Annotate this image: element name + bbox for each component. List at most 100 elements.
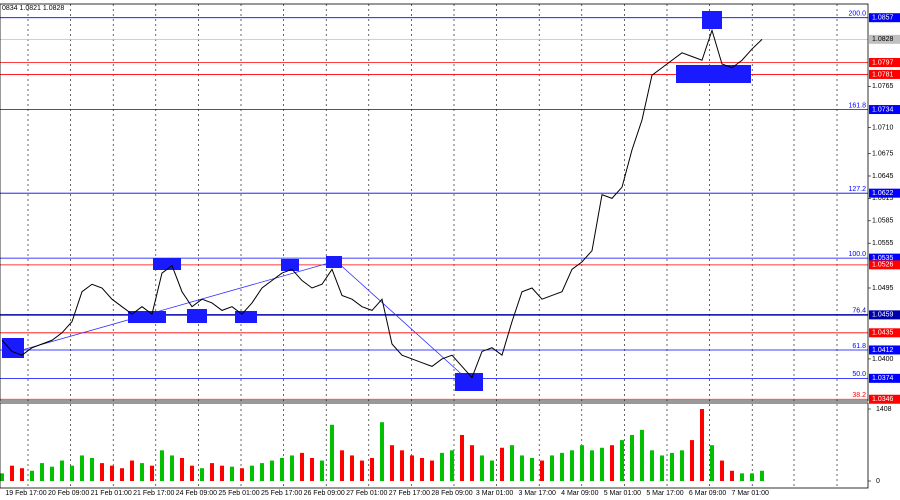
price-line: [1, 28, 763, 379]
marker-box: [153, 258, 181, 270]
x-tick-label: 24 Feb 09:00: [176, 490, 217, 497]
level-label-box: [869, 394, 900, 404]
x-tick-label: 20 Feb 09:00: [48, 490, 89, 497]
volume-bar: [560, 452, 564, 481]
axis-layer: 19 Feb 17:00 20 Feb 09:00 21 Feb 01:00 21 F…: [5, 11, 900, 497]
x-tick-label: 5 Mar 17:00: [646, 490, 683, 497]
level-label-box: [869, 57, 900, 67]
level-label: 1.0346: [872, 396, 894, 403]
volume-bar: [190, 465, 194, 481]
volume-bar: [220, 465, 224, 481]
level-label: 1.0781: [872, 71, 894, 78]
volume-bar: [270, 460, 274, 481]
volume-bar: [30, 470, 34, 481]
volume-bar: [690, 440, 694, 481]
volume-bar: [110, 465, 114, 481]
volume-bar: [280, 457, 284, 481]
level-label: 1.0734: [872, 106, 894, 113]
header-text: 0834 1.0821 1.0828: [2, 5, 64, 12]
level-label-box: [869, 310, 900, 320]
fib-label: 161.8: [848, 102, 866, 109]
marker-box: [281, 259, 299, 271]
volume-bar: [670, 452, 674, 481]
volume-bar: [360, 460, 364, 481]
volume-bar: [10, 465, 14, 481]
volume-bar: [210, 463, 214, 481]
level-label-box: [869, 69, 900, 79]
volume-bar: [50, 466, 54, 481]
volume-bar: [730, 470, 734, 481]
volume-bar: [260, 463, 264, 481]
x-tick-label: 21 Feb 17:00: [133, 490, 174, 497]
fib-label: 100.0: [848, 251, 866, 258]
volume-bar: [400, 450, 404, 481]
volume-bar: [710, 445, 714, 481]
volume-bar: [460, 434, 464, 481]
trend-line: [335, 260, 469, 381]
volume-bar: [550, 455, 554, 481]
level-label-box: [869, 328, 900, 338]
x-tick-label: 5 Mar 01:00: [604, 490, 641, 497]
volume-bar: [350, 455, 354, 481]
level-label: 1.0412: [872, 347, 894, 354]
x-tick-label: 19 Feb 17:00: [5, 490, 46, 497]
y-tick-label: 1.0400: [872, 356, 894, 363]
volume-bar: [630, 434, 634, 481]
volume-bar: [470, 445, 474, 481]
volume-bar: [240, 468, 244, 481]
x-tick-label: 4 Mar 09:00: [561, 490, 598, 497]
volume-bar: [410, 455, 414, 481]
level-label: 1.0374: [872, 375, 894, 382]
volume-bar: [70, 465, 74, 481]
volume-bar: [720, 460, 724, 481]
annotations: [2, 11, 751, 391]
volume-bar: [500, 447, 504, 481]
volume-bar: [140, 463, 144, 481]
level-label: 1.0535: [872, 255, 894, 262]
volume-bar: [430, 460, 434, 481]
volume-bar: [120, 468, 124, 481]
volume-bar: [150, 465, 154, 481]
level-label-box: [869, 13, 900, 23]
x-tick-label: 26 Feb 09:00: [304, 490, 345, 497]
level-label-box: [869, 188, 900, 198]
level-label-box: [869, 373, 900, 383]
volume-bar: [680, 450, 684, 481]
volume-bar: [530, 457, 534, 481]
volume-bar: [340, 450, 344, 481]
plot-layer: [0, 28, 764, 481]
grid-layer: [27, 4, 838, 487]
volume-bar: [0, 473, 4, 481]
volume-bar: [450, 450, 454, 481]
volume-bar: [330, 424, 334, 481]
x-tick-label: 25 Feb 17:00: [261, 490, 302, 497]
volume-bar: [90, 457, 94, 481]
volume-bar: [490, 460, 494, 481]
volume-bar: [440, 452, 444, 481]
x-tick-label: 25 Feb 01:00: [218, 490, 259, 497]
main-frame: [0, 3, 869, 402]
volume-bar: [610, 445, 614, 481]
marker-box: [326, 256, 342, 268]
volume-bar: [620, 440, 624, 481]
marker-box: [235, 311, 257, 323]
volume-bar: [700, 409, 704, 481]
fib-label: 76.4: [852, 308, 866, 315]
y-tick-label: 1.0675: [872, 150, 894, 157]
y-tick-label: 1.0495: [872, 285, 894, 292]
volume-bar: [760, 470, 764, 481]
y-tick-label: 1.0710: [872, 124, 894, 131]
volume-bar: [170, 455, 174, 481]
y-tick-label: 1.0585: [872, 218, 894, 225]
volume-bar: [310, 457, 314, 481]
volume-tick-label: 1408: [876, 406, 892, 413]
volume-bar: [300, 452, 304, 481]
volume-bar: [230, 466, 234, 481]
volume-bar: [130, 460, 134, 481]
volume-tick-label: 0: [876, 478, 880, 485]
level-label: 1.0797: [872, 59, 894, 66]
volume-bar: [380, 422, 384, 481]
